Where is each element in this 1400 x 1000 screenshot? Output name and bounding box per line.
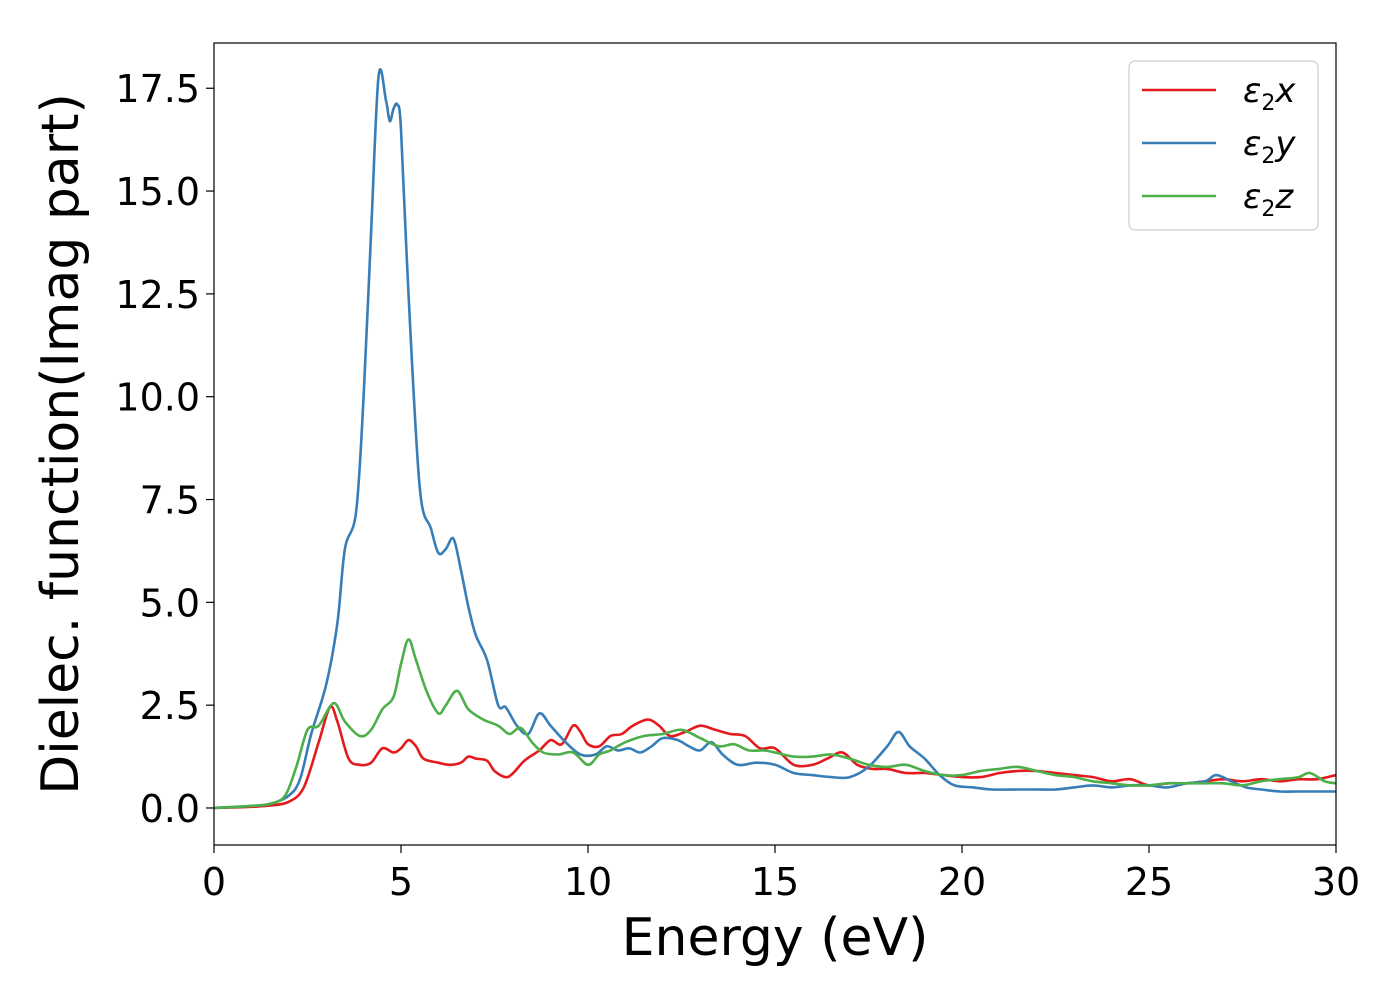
x-tick-label: 25 xyxy=(1125,860,1173,904)
y-tick-label: 17.5 xyxy=(115,67,200,111)
x-tick-label: 20 xyxy=(938,860,986,904)
legend-label: ε2z xyxy=(1243,177,1294,222)
x-tick-label: 30 xyxy=(1312,860,1360,904)
series-line-z xyxy=(213,638,1337,810)
x-tick-label: 0 xyxy=(202,860,226,904)
y-axis-ticks: 0.0 2.5 5.0 7.5 10.0 12.5 15.0 17.5 xyxy=(115,67,214,831)
y-tick-label: 12.5 xyxy=(115,273,200,317)
series-layer xyxy=(213,68,1337,810)
y-axis-title: Dielec. function(Imag part) xyxy=(31,93,91,795)
x-tick-label: 10 xyxy=(564,860,612,904)
x-axis-title: Energy (eV) xyxy=(622,908,929,968)
legend-label: ε2y xyxy=(1243,124,1296,169)
x-tick-label: 15 xyxy=(751,860,799,904)
y-tick-label: 7.5 xyxy=(140,479,200,523)
x-tick-label: 5 xyxy=(389,860,413,904)
legend-box xyxy=(1128,60,1319,231)
legend-label: ε2x xyxy=(1243,71,1296,116)
series-line-y xyxy=(213,68,1336,810)
y-tick-label: 0.0 xyxy=(140,787,200,831)
y-tick-label: 10.0 xyxy=(115,376,200,420)
y-tick-label: 5.0 xyxy=(140,581,200,625)
y-tick-label: 2.5 xyxy=(140,684,200,728)
x-axis-ticks: 0 5 10 15 20 25 30 xyxy=(202,845,1360,904)
y-tick-label: 15.0 xyxy=(115,170,200,214)
legend: ε2x ε2y ε2z xyxy=(1128,60,1319,231)
series-line-x xyxy=(213,705,1337,810)
